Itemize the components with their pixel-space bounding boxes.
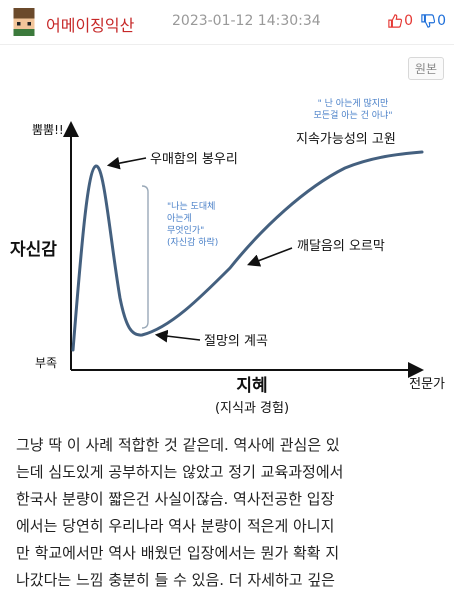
upvote-count: 0 (404, 13, 414, 29)
author-name[interactable]: 어메이징익산 (46, 16, 135, 35)
expert-quote-line1: " 난 아는게 많지만 (318, 98, 389, 109)
bracket-note-line1: "나는 도대체 (167, 201, 215, 212)
post-body-line: 는데 심도있게 공부하지는 않았고 정기 교육과정에서 (16, 463, 344, 481)
original-image-button[interactable]: 원본 (407, 57, 444, 80)
thumbs-down-icon[interactable] (421, 14, 436, 28)
bracket-note-line3: 무엇인가" (167, 225, 204, 236)
valley-arrow (154, 329, 201, 343)
post-body-line: 에서는 당연히 우리나라 역사 분량이 적은게 아니지 (16, 517, 335, 535)
bracket-note-line2: 아는게 (167, 213, 192, 224)
plateau-label: 지속가능성의 고원 (296, 132, 396, 147)
valley-label: 절망의 계곡 (204, 334, 268, 349)
post-body-line: 한국사 분량이 짧은건 사실이잖슴. 역사전공한 입장 (16, 490, 335, 508)
y-axis-title: 자신감 (10, 240, 57, 260)
dunning-kruger-graph: 뿜뿜!! 자신감 부족 지혜 (지식과 경험) 전문가 우매함의 봉우리 "나는… (10, 98, 445, 416)
slope-arrow (247, 247, 293, 267)
post-body-line: 만 학교에서만 역사 배웠던 입장에서는 뭔가 확확 지 (16, 544, 340, 562)
y-axis-bottom-label: 부족 (35, 356, 57, 370)
thumbs-up-icon[interactable] (388, 14, 403, 28)
post-header: 어메이징익산 2023-01-12 14:30:34 0 0 (0, 0, 454, 45)
post-body-line: 나갔다는 느낌 충분히 들 수 있음. 더 자세하고 깊은 (16, 571, 335, 589)
expert-quote-line2: 모든걸 아는 건 아냐" (314, 110, 393, 121)
x-axis-end-label: 전문가 (409, 377, 445, 392)
confidence-drop-bracket (141, 185, 149, 329)
vote-area: 0 0 (388, 13, 446, 29)
pixel-avatar-icon[interactable] (10, 8, 38, 36)
downvote-count: 0 (437, 13, 446, 29)
confidence-curve (71, 150, 424, 352)
y-axis-top-label: 뿜뿜!! (32, 123, 64, 137)
bracket-note-line4: (자신감 하락) (167, 236, 218, 248)
x-axis-subtitle: (지식과 경험) (215, 401, 289, 416)
x-axis-title: 지혜 (236, 376, 267, 396)
peak-arrow (106, 156, 147, 170)
peak-label: 우매함의 봉우리 (150, 152, 238, 167)
post-timestamp: 2023-01-12 14:30:34 (172, 13, 321, 29)
post-body: 그냥 딱 이 사례 적합한 것 같은데. 역사에 관심은 있 는데 심도있게 공… (16, 432, 444, 594)
post-body-line: 그냥 딱 이 사례 적합한 것 같은데. 역사에 관심은 있 (16, 436, 340, 454)
slope-label: 깨달음의 오르막 (297, 239, 385, 254)
